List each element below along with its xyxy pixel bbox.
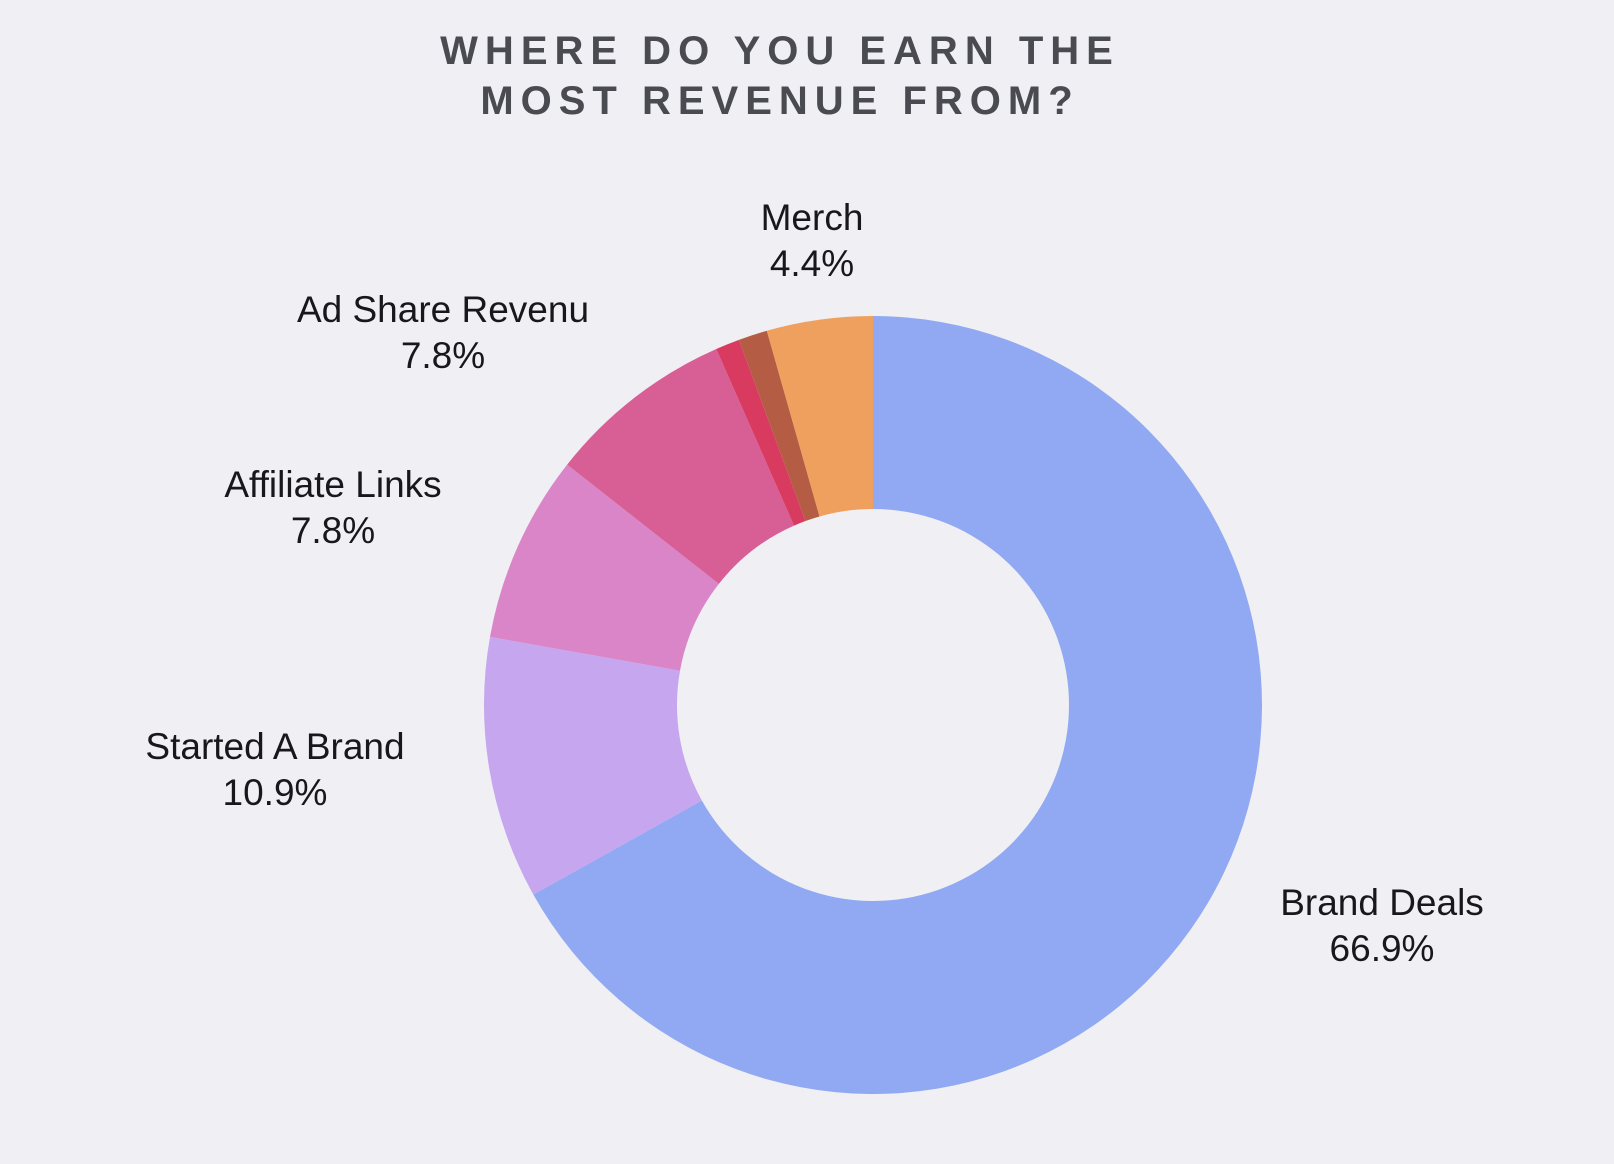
slice-label-brand-deals: Brand Deals 66.9% <box>1280 880 1484 972</box>
slice-label-percentage: 10.9% <box>222 772 328 813</box>
slice-label-percentage: 66.9% <box>1329 928 1435 969</box>
chart-title-line2: MOST REVENUE FROM? <box>480 79 1080 123</box>
chart-title-line1: WHERE DO YOU EARN THE <box>440 29 1120 73</box>
slice-label-ad-share-revenu: Ad Share Revenu 7.8% <box>297 287 589 379</box>
donut-segment-ad-share-revenu <box>567 348 795 584</box>
slice-label-percentage: 7.8% <box>290 510 376 551</box>
slice-label-started-a-brand: Started A Brand 10.9% <box>145 724 404 816</box>
donut-segment-started-a-brand <box>483 636 702 895</box>
slice-label-name: Ad Share Revenu <box>296 289 590 330</box>
donut-segment-unlabeled <box>738 330 820 522</box>
slice-label-name: Started A Brand <box>145 726 405 767</box>
slice-label-percentage: 7.8% <box>400 335 486 376</box>
donut-segment-unlabeled <box>716 339 806 526</box>
slice-label-merch: Merch 4.4% <box>761 195 864 287</box>
slice-label-name: Affiliate Links <box>224 464 442 505</box>
slice-label-affiliate-links: Affiliate Links 7.8% <box>224 462 441 554</box>
slice-label-name: Merch <box>760 197 864 238</box>
donut-segment-brand-deals <box>533 316 1262 1094</box>
chart-title: WHERE DO YOU EARN THE MOST REVENUE FROM? <box>440 26 1120 126</box>
slice-label-name: Brand Deals <box>1280 882 1484 923</box>
donut-segment-affiliate-links <box>490 464 719 671</box>
slice-label-percentage: 4.4% <box>769 243 855 284</box>
donut-segment-merch <box>766 316 873 517</box>
